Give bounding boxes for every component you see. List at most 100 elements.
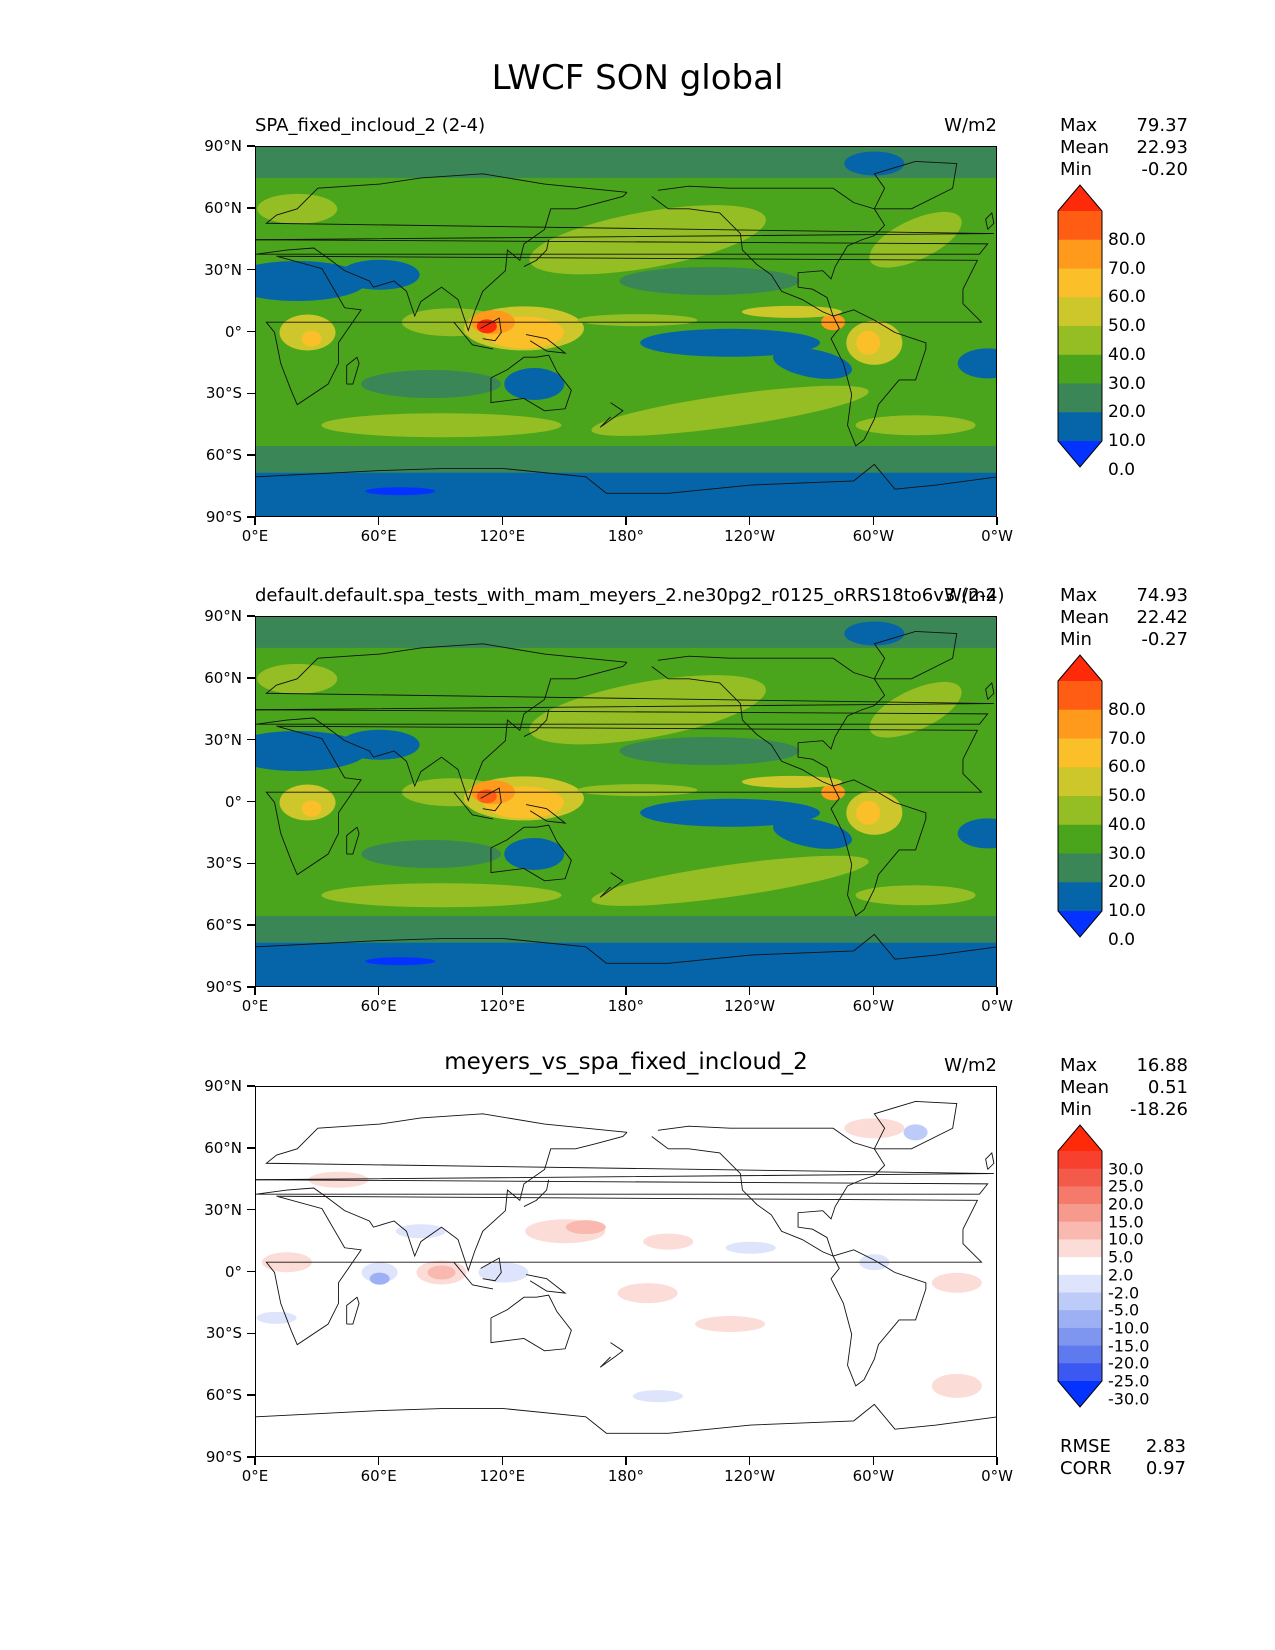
field-contour xyxy=(565,1220,606,1235)
field-band xyxy=(256,445,996,473)
min-value: -0.27 xyxy=(1141,629,1188,650)
colorbar-tick-label: 70.0 xyxy=(1108,728,1146,749)
x-tick-label: 60°E xyxy=(360,997,397,1015)
x-tick-label: 0°E xyxy=(241,527,269,545)
max-label: Max xyxy=(1060,1055,1098,1076)
x-tick-label: 0°E xyxy=(241,1467,269,1485)
x-tick-mark xyxy=(254,517,256,525)
colorbar-tick-label: 80.0 xyxy=(1108,229,1146,250)
coastline xyxy=(453,1261,494,1290)
max-label: Max xyxy=(1060,585,1098,606)
field-contour xyxy=(844,1118,905,1139)
colorbar-tick-label: 10.0 xyxy=(1108,431,1146,451)
map-plot[interactable] xyxy=(255,616,997,987)
y-tick-label: 60°N xyxy=(204,1138,242,1157)
colorbar-tick-label: 40.0 xyxy=(1108,344,1146,365)
coastline xyxy=(256,1403,996,1434)
coastline xyxy=(265,1195,983,1346)
colorbar-segment xyxy=(1058,709,1102,739)
field-contour xyxy=(427,1265,456,1280)
y-tick-label: 60°S xyxy=(205,1386,242,1405)
x-tick-label: 60°W xyxy=(852,1467,895,1485)
x-tick-mark xyxy=(254,987,256,995)
field-contour xyxy=(640,328,821,357)
max-value: 74.93 xyxy=(1136,585,1188,606)
colorbar xyxy=(1057,184,1103,468)
x-tick-mark xyxy=(625,517,627,525)
colorbar-segment xyxy=(1058,383,1102,413)
field-contour xyxy=(476,789,497,804)
min-value: -18.26 xyxy=(1129,1099,1188,1120)
x-tick-mark xyxy=(377,1457,380,1465)
x-tick-mark xyxy=(625,1457,627,1465)
coastline xyxy=(985,1152,995,1170)
field-contour xyxy=(855,885,976,906)
colorbar xyxy=(1057,654,1103,938)
x-tick-label: 60°E xyxy=(360,1467,397,1485)
x-tick-label: 120°E xyxy=(479,1467,526,1485)
field-contour xyxy=(591,385,869,436)
field-contour xyxy=(856,330,881,355)
colorbar-segment xyxy=(1058,796,1102,826)
x-tick-label: 120°E xyxy=(479,527,526,545)
colorbar-segment xyxy=(1058,1310,1102,1329)
coastline xyxy=(651,1125,886,1257)
map-plot[interactable] xyxy=(255,146,997,517)
field-contour xyxy=(619,736,800,765)
field-contour xyxy=(272,623,323,644)
map-plot[interactable] xyxy=(255,1086,997,1457)
rmse-value: 2.83 xyxy=(1145,1436,1186,1457)
x-tick-mark xyxy=(377,987,380,995)
x-tick-label: 120°E xyxy=(479,997,526,1015)
field-contour xyxy=(695,1316,766,1333)
colorbar-extend-top xyxy=(1058,655,1102,681)
y-tick-mark xyxy=(247,268,255,271)
rmse-label: RMSE xyxy=(1060,1436,1111,1457)
colorbar-segment xyxy=(1058,1186,1102,1205)
panel-title: SPA_fixed_incloud_2 (2-4) xyxy=(255,115,486,136)
colorbar-extend-top xyxy=(1058,185,1102,211)
x-tick-mark xyxy=(748,517,751,525)
field-contour xyxy=(504,368,565,401)
colorbar-segment xyxy=(1058,882,1102,912)
field-contour xyxy=(577,784,698,797)
colorbar-extend-top xyxy=(1058,1125,1102,1151)
field-contour xyxy=(321,883,562,908)
colorbar-tick-label: 60.0 xyxy=(1108,287,1146,308)
y-tick-label: 90°N xyxy=(204,137,242,155)
field-contour xyxy=(256,730,368,771)
max-value: 16.88 xyxy=(1136,1055,1188,1076)
field-contour xyxy=(844,621,905,646)
colorbar-extend-bottom xyxy=(1058,911,1102,937)
field-band xyxy=(256,915,996,943)
colorbar-tick-label: 20.0 xyxy=(1108,402,1146,423)
y-tick-mark xyxy=(247,1147,255,1149)
coastline xyxy=(830,1249,927,1387)
error-stats: RMSE 2.83 CORR 0.97 xyxy=(1060,1436,1186,1480)
y-tick-mark xyxy=(247,516,255,518)
field-contour xyxy=(361,840,502,869)
y-tick-mark xyxy=(247,454,255,456)
x-tick-label: 180° xyxy=(607,997,645,1015)
colorbar-segment xyxy=(1058,1345,1102,1364)
field-contour xyxy=(957,818,996,849)
x-tick-mark xyxy=(872,1457,875,1465)
field-contour xyxy=(591,855,869,906)
y-tick-label: 30°S xyxy=(205,384,242,403)
colorbar-segment xyxy=(1058,1168,1102,1187)
x-tick-mark xyxy=(996,517,998,525)
units-label: W/m2 xyxy=(944,115,997,136)
field-contour xyxy=(773,347,852,379)
field-contour xyxy=(619,266,800,295)
field-band xyxy=(256,647,996,690)
colorbar-tick-label: 50.0 xyxy=(1108,786,1146,806)
min-label: Min xyxy=(1060,629,1092,650)
colorbar xyxy=(1057,1124,1103,1408)
y-tick-mark xyxy=(247,145,255,147)
colorbar-segment xyxy=(1058,1257,1102,1276)
field-contour xyxy=(504,838,565,871)
x-tick-label: 120°W xyxy=(724,527,776,545)
coastline xyxy=(346,826,360,855)
coastline xyxy=(256,173,994,241)
field-contour xyxy=(301,330,322,347)
